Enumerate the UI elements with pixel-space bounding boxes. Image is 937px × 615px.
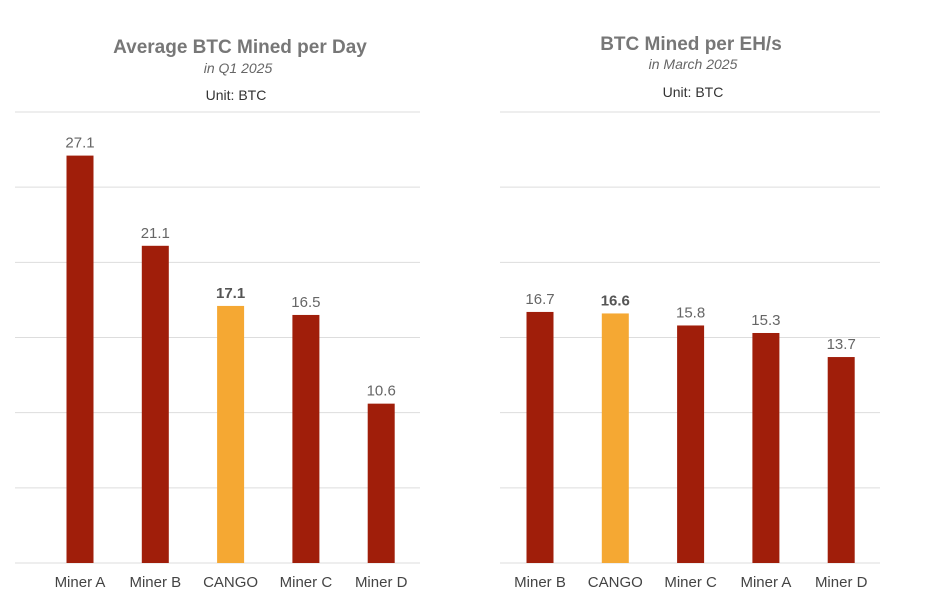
x-tick-label: Miner B [514,574,566,591]
data-label: 27.1 [65,135,94,152]
bar-miner-b [526,311,554,563]
bar-miner-d [827,357,855,563]
x-tick-label: Miner A [740,574,791,591]
x-tick-label: Miner D [815,574,868,591]
chart-title: Average BTC Mined per Day [113,37,367,58]
unit-label: Unit: BTC [206,87,267,103]
data-label: 10.6 [367,383,396,400]
x-tick-label: Miner A [55,574,106,591]
data-label: 16.7 [525,291,554,308]
bar-cango [601,313,629,563]
x-tick-label: CANGO [588,574,643,591]
data-label: 13.7 [827,336,856,353]
chart-subtitle: in Q1 2025 [204,60,273,76]
bar-miner-d [367,403,395,563]
x-tick-label: CANGO [203,574,258,591]
plot-area: 16.7 Miner B 16.6 CANGO 15.8 Miner C 15.3 Miner… [500,111,880,591]
data-label: 21.1 [141,225,170,242]
chart-title: BTC Mined per EH/s [600,34,782,55]
bar-miner-a [752,332,780,563]
chart-right: BTC Mined per EH/s in March 2025 Unit: B… [500,34,880,591]
chart-left: Average BTC Mined per Day in Q1 2025 Uni… [15,37,420,591]
x-tick-label: Miner C [280,574,333,591]
data-label: 15.8 [676,304,705,321]
data-label: 17.1 [216,285,245,302]
plot-area: 27.1 Miner A 21.1 Miner B 17.1 CANGO 16.5 Miner… [15,111,420,591]
x-tick-label: Miner C [664,574,717,591]
bar-miner-b [141,245,169,563]
bar-miner-c [292,314,320,563]
data-label: 16.5 [291,294,320,311]
x-tick-label: Miner D [355,574,408,591]
bar-miner-c [677,325,705,563]
chart-subtitle: in March 2025 [649,56,738,72]
unit-label: Unit: BTC [663,84,724,100]
bar-miner-a [66,155,94,563]
x-tick-label: Miner B [129,574,181,591]
data-label: 15.3 [751,312,780,329]
bar-cango [217,305,245,563]
data-label: 16.6 [601,292,630,309]
